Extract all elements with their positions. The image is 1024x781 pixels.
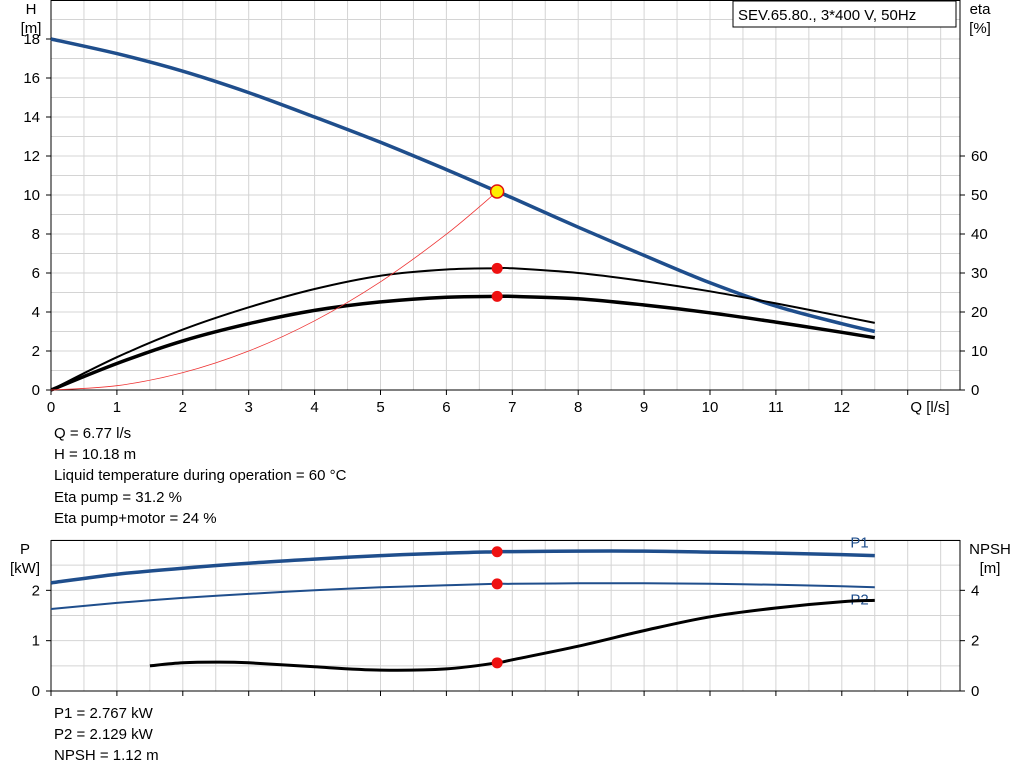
y-tick-label: 18 — [23, 31, 40, 48]
bottom-ylabel-1: [kW] — [10, 560, 40, 577]
y-tick-label: 2 — [32, 582, 40, 599]
y2-tick-label: 20 — [971, 304, 988, 321]
bottom-y2label-1: [m] — [980, 560, 1001, 577]
y-tick-label: 16 — [23, 70, 40, 87]
top-series-0 — [50, 37, 876, 334]
top-series-2 — [50, 294, 876, 392]
y2-tick-label: 0 — [971, 683, 979, 700]
y2-tick-label: 30 — [971, 265, 988, 282]
y-tick-label: 0 — [32, 382, 40, 399]
x-tick-label: 11 — [768, 399, 784, 416]
top-series-1 — [50, 266, 875, 391]
top-ylabel-0: H — [26, 1, 37, 18]
top-ylabel-1: [m] — [21, 20, 42, 37]
chart-title: SEV.65.80., 3*400 V, 50Hz — [738, 7, 916, 24]
x-tick-label: 3 — [245, 399, 253, 416]
x-tick-label: 10 — [702, 399, 719, 416]
npsh-value: NPSH = 1.12 m — [54, 747, 159, 765]
y-tick-label: 14 — [23, 109, 40, 126]
eta-pump-value: Eta pump = 31.2 % — [54, 488, 182, 506]
y2-tick-label: 10 — [971, 343, 988, 360]
top-y2label-1: [%] — [969, 20, 991, 37]
y-tick-label: 2 — [32, 343, 40, 360]
operating-point-marker — [491, 578, 503, 590]
y-tick-label: 12 — [23, 148, 40, 165]
x-tick-label: 6 — [442, 399, 450, 416]
power-info: P1 = 2.767 kW P2 = 2.129 kW NPSH = 1.12 … — [54, 703, 159, 767]
operating-point-marker — [491, 657, 503, 669]
bottom-series-0 — [50, 549, 875, 585]
x-tick-label: 1 — [113, 399, 121, 416]
title-box — [732, 0, 957, 28]
bottom-series-1 — [50, 582, 875, 610]
y-tick-label: 8 — [32, 226, 40, 243]
x-tick-label: 12 — [833, 399, 850, 416]
operating-point-marker — [491, 546, 503, 558]
top-y2label-0: eta — [970, 1, 992, 18]
y2-tick-label: 0 — [971, 382, 979, 399]
y-tick-label: 0 — [32, 683, 40, 700]
y-tick-label: 10 — [23, 187, 40, 204]
operating-point-info: Q = 6.77 l/s H = 10.18 m Liquid temperat… — [54, 423, 346, 529]
y-tick-label: 6 — [32, 265, 40, 282]
x-tick-label: 8 — [574, 399, 582, 416]
x-tick-label: 2 — [179, 399, 187, 416]
operating-point-marker — [491, 262, 503, 274]
p2-value: P2 = 2.129 kW — [54, 726, 153, 744]
head-value: H = 10.18 m — [54, 446, 137, 464]
bottom-ylabel-0: P — [20, 541, 30, 558]
eta-pump-motor-value: Eta pump+motor = 24 % — [54, 509, 217, 527]
flow-value: Q = 6.77 l/s — [54, 425, 132, 442]
bottom-y2label-0: NPSH — [969, 541, 1011, 558]
y-tick-label: 4 — [32, 304, 40, 321]
p1-value: P1 = 2.767 kW — [54, 705, 153, 722]
y2-tick-label: 4 — [971, 582, 979, 599]
liquid-temperature: Liquid temperature during operation = 60… — [54, 467, 347, 485]
series-label-P1: P1 — [850, 535, 868, 552]
x-tick-label: 4 — [310, 399, 318, 416]
x-tick-label: 5 — [376, 399, 384, 416]
x-axis-label: Q [l/s] — [910, 399, 949, 416]
y2-tick-label: 50 — [971, 187, 988, 204]
top-series-3 — [50, 191, 498, 391]
operating-point-marker — [491, 290, 503, 302]
x-tick-label: 7 — [508, 399, 516, 416]
duty-point-marker — [489, 184, 505, 199]
y2-tick-label: 40 — [971, 226, 988, 243]
y-tick-label: 1 — [32, 633, 40, 650]
x-tick-label: 9 — [640, 399, 648, 416]
y2-tick-label: 60 — [971, 148, 988, 165]
x-tick-label: 0 — [47, 399, 55, 416]
y2-tick-label: 2 — [971, 633, 979, 650]
